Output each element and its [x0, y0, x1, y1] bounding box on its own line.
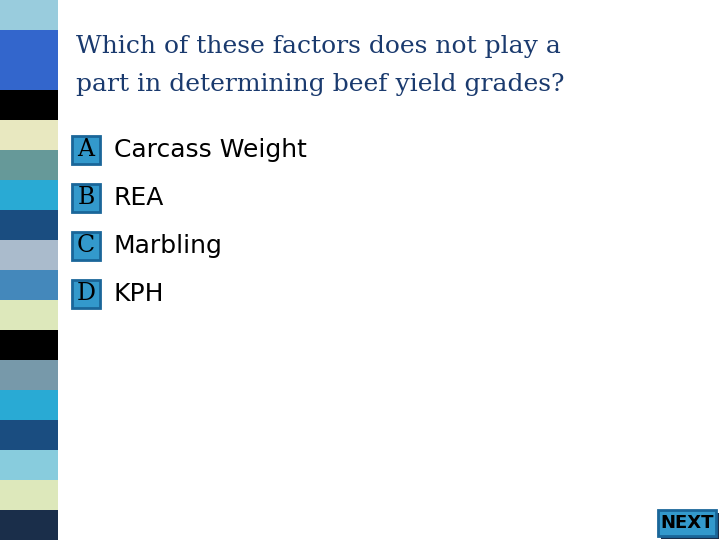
Text: part in determining beef yield grades?: part in determining beef yield grades?: [76, 73, 564, 96]
Text: D: D: [76, 282, 96, 306]
Bar: [0, 0, 58, 30]
Bar: [0, 150, 58, 180]
Text: B: B: [77, 186, 95, 210]
FancyBboxPatch shape: [72, 232, 100, 260]
Bar: [0, 510, 58, 540]
Bar: [0, 390, 58, 420]
FancyBboxPatch shape: [658, 510, 716, 536]
Bar: [0, 240, 58, 270]
FancyBboxPatch shape: [661, 513, 719, 539]
Text: Marbling: Marbling: [114, 234, 223, 258]
Bar: [0, 420, 58, 450]
Text: Which of these factors does not play a: Which of these factors does not play a: [76, 35, 561, 58]
Bar: [0, 480, 58, 510]
Bar: [0, 30, 58, 60]
Bar: [0, 450, 58, 480]
Bar: [0, 360, 58, 390]
Bar: [0, 60, 58, 90]
Text: REA: REA: [114, 186, 164, 210]
Text: NEXT: NEXT: [660, 514, 714, 532]
Text: C: C: [77, 234, 95, 258]
Bar: [0, 330, 58, 360]
Bar: [0, 180, 58, 210]
Bar: [0, 270, 58, 300]
Text: KPH: KPH: [114, 282, 164, 306]
FancyBboxPatch shape: [72, 184, 100, 212]
Text: A: A: [78, 138, 94, 161]
Bar: [0, 90, 58, 120]
Bar: [0, 210, 58, 240]
FancyBboxPatch shape: [72, 136, 100, 164]
Bar: [0, 300, 58, 330]
Bar: [0, 120, 58, 150]
Text: Carcass Weight: Carcass Weight: [114, 138, 307, 162]
FancyBboxPatch shape: [72, 280, 100, 308]
